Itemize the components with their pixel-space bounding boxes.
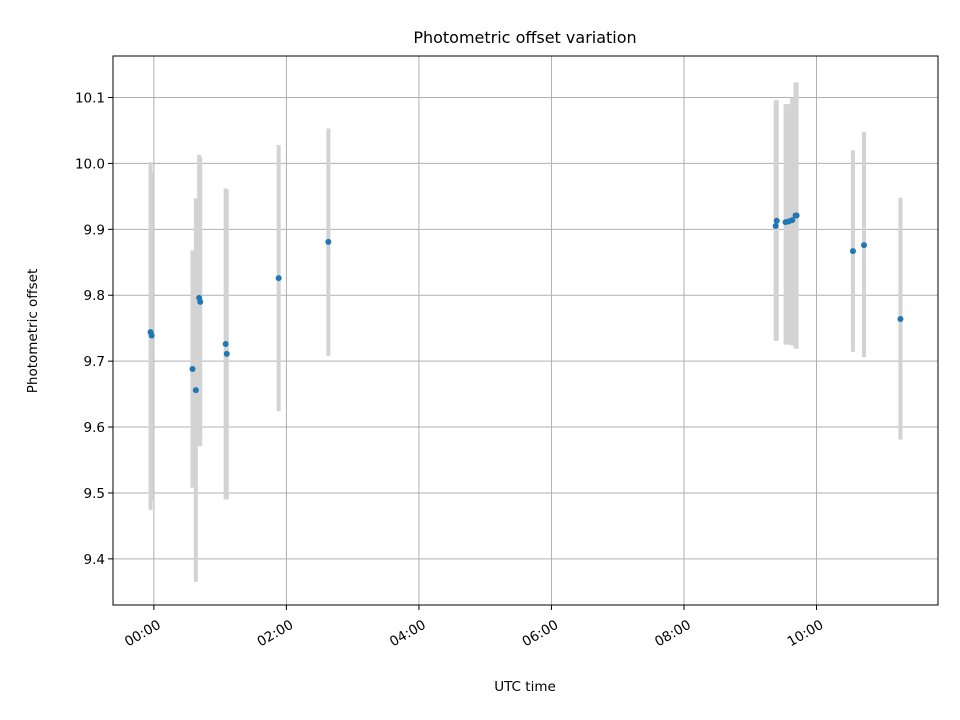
data-point [772,223,779,230]
data-point [773,217,780,224]
y-axis-ticks: 9.4 9.5 9.6 9.7 9.8 9.9 10.0 10.1 [75,91,113,568]
data-point [222,341,229,348]
data-point [897,315,904,322]
y-tick-label: 9.7 [84,354,105,370]
y-tick-label: 9.4 [84,552,105,568]
y-tick-label: 10.1 [75,91,105,107]
plot-frame [112,55,939,606]
data-point [192,387,199,394]
chart-title: Photometric offset variation [413,28,636,47]
data-points [147,212,904,394]
y-tick-label: 9.6 [84,420,105,436]
data-point [789,217,796,224]
data-point [849,248,856,255]
y-tick-label: 9.8 [84,288,105,304]
data-point [275,275,282,282]
y-tick-label: 9.5 [84,486,105,502]
y-tick-label: 9.9 [84,222,105,238]
grid-lines [113,56,938,605]
data-point [148,332,155,339]
y-tick-label: 10.0 [75,156,105,172]
x-axis-label: UTC time [494,679,556,695]
y-axis-label: Photometric offset [25,269,41,393]
data-point [325,238,332,245]
data-point [861,242,868,249]
data-point [793,212,800,219]
data-point [223,350,230,357]
data-point [197,298,204,305]
data-point [189,366,196,373]
